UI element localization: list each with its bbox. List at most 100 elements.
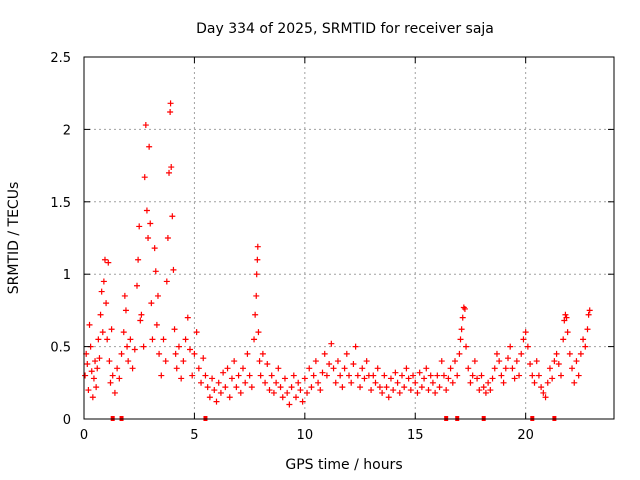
data-point [482,389,489,396]
x-axis-ticks: 0 5 10 15 20 [80,57,534,443]
data-point [270,389,277,396]
data-point [145,235,152,241]
data-point [334,358,341,365]
y-tick-label: 1 [63,268,71,283]
data-point [343,350,350,357]
data-point [99,329,106,336]
data-point [328,340,335,347]
data-point [279,394,286,401]
x-tick-label: 15 [407,428,424,443]
data-point [127,336,134,343]
data-point [284,389,291,396]
data-point [116,375,123,382]
data-point [106,358,113,365]
data-point [498,372,505,379]
data-point [491,365,498,372]
data-point [407,387,414,394]
data-point [140,343,147,350]
data-point [496,358,503,365]
data-point [173,365,180,372]
data-point [306,365,313,372]
data-point [396,389,403,396]
data-point [461,305,468,312]
data-point [240,365,246,372]
grid-lines [84,57,614,419]
data-point [215,379,222,386]
y-tick-label: 0 [63,413,71,428]
data-point [383,384,390,391]
data-point [293,394,299,401]
y-tick-label: 2 [63,123,71,138]
data-point [242,379,249,386]
plot-frame [83,56,615,420]
data-point [301,375,308,382]
data-point [454,372,461,379]
x-tick-label: 5 [190,428,198,443]
data-point [235,372,242,379]
data-point [438,358,445,365]
data-point [445,375,452,382]
data-point [436,384,443,391]
data-point [163,278,170,285]
data-point [346,372,352,379]
data-point [379,389,386,396]
data-point [171,326,178,333]
data-point [511,375,518,382]
data-point [425,387,432,394]
data-point [467,379,474,386]
data-point [166,169,173,176]
data-point [580,336,587,343]
data-point [256,358,263,365]
data-point [563,314,570,321]
data-point [376,384,383,391]
data-point [167,109,174,116]
data-point [124,343,131,350]
data-point [84,360,91,367]
data-point [143,207,150,214]
data-point [560,336,567,343]
data-point [544,379,551,386]
data-point [582,343,589,350]
data-point [390,387,397,394]
y-tick-label: 1.5 [50,196,71,211]
data-point [339,384,346,391]
data-point [359,365,366,372]
data-point [432,389,439,396]
data-point [295,379,302,386]
data-point [546,365,553,372]
x-axis-title: GPS time / hours [285,457,402,473]
data-point [412,379,419,386]
data-point [253,292,260,299]
data-point [153,321,160,328]
data-point [253,271,260,278]
data-point [555,360,562,367]
data-point [310,372,317,379]
data-point [151,245,158,252]
data-point [478,372,485,379]
data-point [457,336,464,343]
data-point [440,372,447,379]
data-point [254,256,261,263]
data-point [474,375,481,382]
data-point [252,311,259,318]
chart-title: Day 334 of 2025, SRMTID for receiver saj… [196,21,494,37]
data-point [584,326,591,333]
data-point [125,358,132,365]
data-point [114,365,121,372]
data-point [90,375,97,382]
data-point [337,372,344,379]
data-point [141,174,148,181]
data-point [96,355,103,362]
data-point [410,372,417,379]
data-point [248,384,255,391]
data-point [502,365,509,372]
data-point [98,288,105,295]
data-point [275,365,282,372]
data-point [385,394,392,401]
data-point [200,355,207,362]
data-point [257,372,264,379]
data-point [416,369,423,376]
data-point [134,282,140,289]
data-point [558,372,564,379]
data-point [246,372,253,379]
